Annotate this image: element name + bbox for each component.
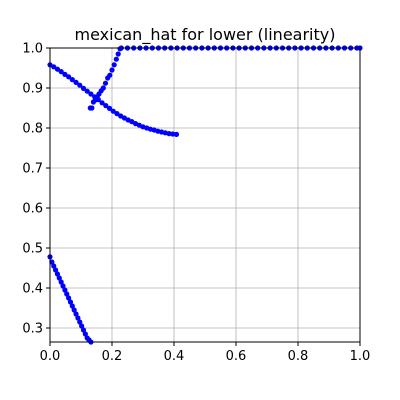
data-point — [173, 131, 180, 137]
data-point — [73, 311, 79, 317]
data-point — [113, 56, 119, 62]
x-tick-label: 0.0 — [40, 349, 61, 364]
data-point — [111, 62, 117, 68]
data-point — [80, 327, 87, 333]
x-tick-label: 0.6 — [226, 349, 247, 364]
y-tick-label: 0.9 — [22, 82, 43, 97]
y-tick-label: 0.3 — [22, 322, 43, 337]
data-point — [82, 331, 88, 337]
data-point — [107, 72, 113, 78]
data-point — [60, 283, 66, 289]
y-tick-label: 0.4 — [22, 282, 43, 297]
data-point — [89, 105, 95, 111]
data-point — [88, 91, 94, 97]
plot-frame — [49, 47, 361, 343]
data-point — [110, 108, 116, 114]
data-point — [54, 66, 61, 72]
data-point — [102, 80, 109, 86]
data-point — [66, 295, 72, 301]
x-tick-label: 0.2 — [102, 349, 123, 364]
x-tick-label: 1.0 — [350, 349, 371, 364]
grid — [49, 47, 361, 342]
data-points — [47, 45, 363, 345]
data-point — [56, 275, 62, 281]
y-tick-label: 0.8 — [22, 122, 43, 137]
data-point — [100, 85, 106, 91]
data-point — [80, 85, 87, 91]
data-point — [58, 69, 64, 75]
data-point — [62, 71, 68, 77]
axis-ticks: 0.0 0.2 0.4 0.6 0.8 1.0 0.3 0.4 0.5 0.6 0.7 0.8 0.9 1… — [22, 42, 370, 365]
data-point — [106, 105, 113, 111]
data-point — [77, 82, 83, 88]
data-point — [99, 100, 105, 106]
data-point — [73, 79, 79, 85]
data-point — [84, 88, 90, 94]
data-point — [58, 279, 64, 285]
data-point — [69, 303, 75, 309]
x-tick-label: 0.4 — [164, 349, 185, 364]
data-point — [114, 111, 120, 117]
data-point — [66, 74, 72, 80]
data-point — [52, 267, 59, 273]
data-point — [51, 263, 57, 269]
data-point — [75, 315, 81, 321]
data-point — [54, 271, 61, 277]
chart-title: mexican_hat for lower (linearity) — [75, 25, 336, 45]
data-point — [79, 323, 85, 329]
y-tick-label: 0.6 — [22, 202, 43, 217]
y-tick-label: 0.7 — [22, 162, 43, 177]
data-point — [62, 287, 68, 293]
data-point — [115, 51, 121, 57]
data-point — [64, 291, 70, 297]
y-tick-label: 1.0 — [22, 42, 43, 57]
data-point — [77, 319, 83, 325]
y-tick-label: 0.5 — [22, 242, 43, 257]
data-point — [51, 64, 57, 70]
data-point — [109, 67, 115, 73]
data-point — [69, 77, 75, 83]
data-point — [49, 259, 55, 265]
data-point — [67, 299, 74, 305]
x-tick-label: 0.8 — [288, 349, 309, 364]
data-point — [103, 103, 109, 109]
data-point — [71, 307, 77, 313]
